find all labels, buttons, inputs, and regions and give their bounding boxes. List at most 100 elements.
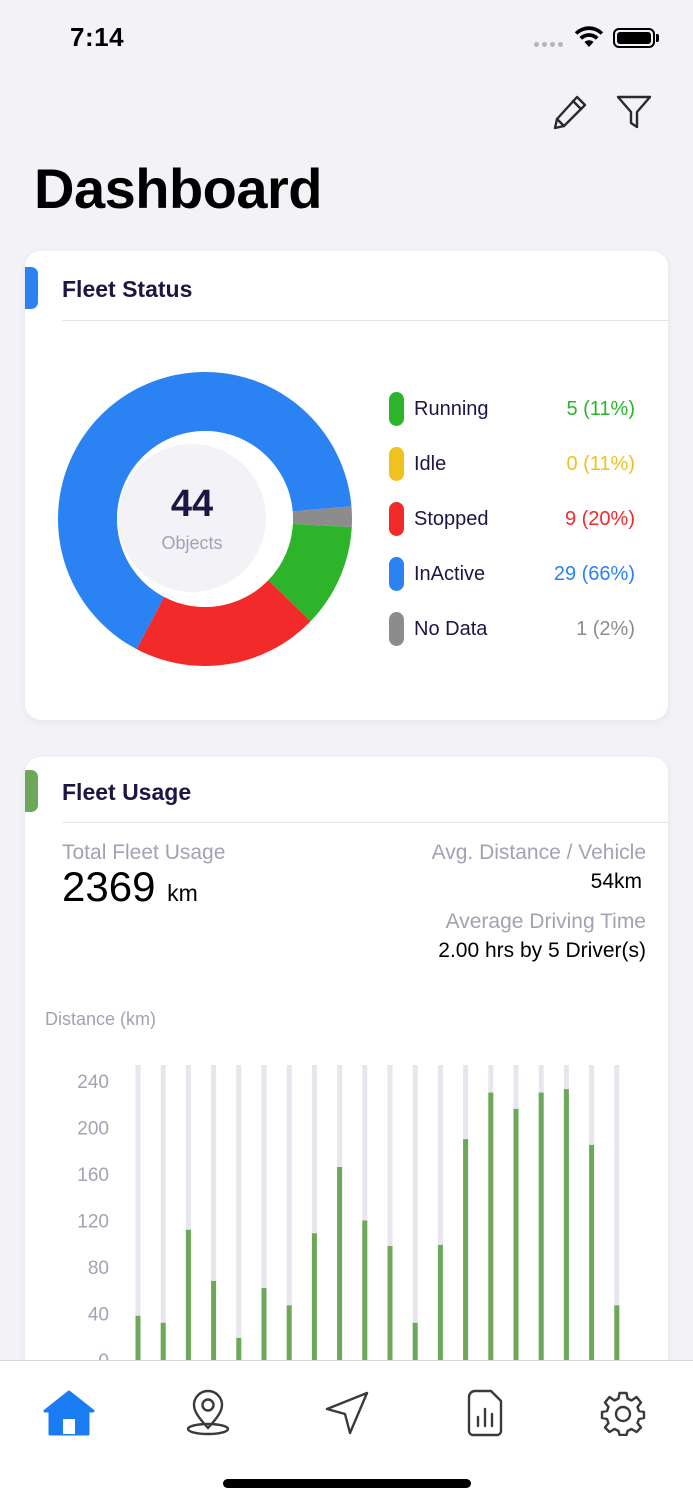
- bar-track: [412, 1065, 418, 1377]
- bar[interactable]: [362, 1220, 368, 1378]
- y-tick-label: 240: [77, 1072, 109, 1093]
- page-title: Dashboard: [34, 157, 323, 220]
- donut-slice-running[interactable]: [268, 523, 352, 622]
- total-objects-label: Objects: [161, 533, 223, 553]
- bar[interactable]: [412, 1322, 418, 1377]
- legend-value: 29 (66%): [553, 563, 635, 585]
- y-tick-label: 200: [77, 1119, 109, 1140]
- donut-slice-stopped[interactable]: [136, 580, 311, 666]
- bar[interactable]: [135, 1315, 141, 1377]
- bar[interactable]: [236, 1337, 242, 1377]
- tab-home[interactable]: [39, 1383, 99, 1443]
- wifi-icon: [574, 26, 604, 47]
- bar-track: [261, 1065, 267, 1377]
- legend-item-stopped[interactable]: Stopped 9 (20%): [389, 502, 635, 536]
- legend-color-swatch: [389, 612, 404, 646]
- fleet-usage-card[interactable]: Fleet Usage Total Fleet Usage 2369 km Av…: [25, 757, 668, 1397]
- legend-color-swatch: [389, 447, 404, 481]
- legend-label: Stopped: [414, 508, 489, 530]
- card-accent: [25, 770, 38, 812]
- bar[interactable]: [387, 1246, 393, 1377]
- bar-track: [135, 1065, 141, 1377]
- home-indicator: [223, 1479, 471, 1488]
- fleet-usage-title: Fleet Usage: [62, 779, 192, 805]
- bar-track: [185, 1065, 191, 1377]
- chart-y-axis-label: Distance (km): [45, 1009, 157, 1029]
- fleet-status-title: Fleet Status: [62, 276, 193, 302]
- navigation-arrow-icon: [325, 1391, 369, 1435]
- bar[interactable]: [337, 1167, 343, 1377]
- y-tick-label: 80: [88, 1258, 109, 1279]
- bar[interactable]: [286, 1305, 292, 1377]
- fleet-status-card[interactable]: Fleet Status 44 Objects Running 5 (11%) Id…: [25, 251, 668, 720]
- gear-icon: [600, 1391, 646, 1436]
- bar[interactable]: [513, 1108, 519, 1377]
- pencil-icon: [553, 95, 587, 130]
- bar-track: [160, 1065, 166, 1377]
- bar[interactable]: [261, 1287, 267, 1377]
- y-tick-label: 160: [77, 1165, 109, 1186]
- battery-cap: [656, 34, 659, 42]
- legend-item-inactive[interactable]: InActive 29 (66%): [389, 557, 635, 591]
- tab-settings[interactable]: [593, 1383, 653, 1443]
- avg-driving-time-label: Average Driving Time: [445, 910, 646, 933]
- bar[interactable]: [160, 1322, 166, 1377]
- legend-value: 0 (11%): [566, 453, 635, 475]
- total-fleet-usage-unit: km: [167, 880, 198, 906]
- report-document-icon: [467, 1389, 503, 1437]
- legend-item-idle[interactable]: Idle 0 (11%): [389, 447, 635, 481]
- total-fleet-usage-value: 2369 km: [62, 863, 198, 911]
- card-accent: [25, 267, 38, 309]
- edit-button[interactable]: [548, 90, 592, 134]
- avg-distance-number: 54: [590, 870, 614, 893]
- bar[interactable]: [563, 1089, 569, 1377]
- donut-slice-inactive[interactable]: [57, 372, 352, 650]
- bar-track: [236, 1065, 242, 1377]
- bar-track: [387, 1065, 393, 1377]
- distance-bar-chart[interactable]: 04080120160200240: [25, 1047, 668, 1377]
- map-pin-icon: [186, 1389, 230, 1436]
- tab-bar: [0, 1360, 693, 1500]
- avg-driving-time-value: 2.00 hrs by 5 Driver(s): [438, 939, 646, 962]
- bar[interactable]: [488, 1092, 494, 1377]
- bar[interactable]: [463, 1139, 469, 1377]
- legend-value: 5 (11%): [566, 398, 635, 420]
- bar[interactable]: [614, 1305, 620, 1377]
- donut-slice-no-data[interactable]: [292, 506, 352, 528]
- bar-track: [437, 1065, 443, 1377]
- legend-item-no-data[interactable]: No Data 1 (2%): [389, 612, 635, 646]
- legend-value: 1 (2%): [576, 618, 635, 640]
- home-icon: [43, 1390, 95, 1436]
- legend-label: Idle: [414, 453, 447, 475]
- donut-center: [118, 444, 266, 592]
- tab-reports[interactable]: [455, 1383, 515, 1443]
- avg-distance-label: Avg. Distance / Vehicle: [431, 841, 646, 864]
- battery-icon: [613, 28, 655, 48]
- status-time: 7:14: [70, 22, 125, 52]
- tab-map[interactable]: [178, 1383, 238, 1443]
- bar[interactable]: [185, 1229, 191, 1377]
- filter-icon: [616, 95, 652, 129]
- legend-label: InActive: [414, 563, 486, 585]
- bar[interactable]: [211, 1280, 217, 1377]
- total-fleet-usage-label: Total Fleet Usage: [62, 841, 226, 864]
- legend-label: No Data: [414, 618, 488, 640]
- filter-button[interactable]: [612, 90, 656, 134]
- total-objects-count: 44: [170, 483, 214, 525]
- bar[interactable]: [538, 1092, 544, 1377]
- cellular-signal-icon: [534, 42, 563, 47]
- y-tick-label: 120: [77, 1212, 109, 1233]
- bar-track: [614, 1065, 620, 1377]
- legend-color-swatch: [389, 392, 404, 426]
- tab-navigate[interactable]: [317, 1383, 377, 1443]
- divider: [62, 320, 668, 321]
- bar[interactable]: [437, 1244, 443, 1377]
- legend-item-running[interactable]: Running 5 (11%): [389, 392, 635, 426]
- legend-value: 9 (20%): [564, 508, 635, 530]
- y-tick-label: 40: [88, 1305, 109, 1326]
- bar[interactable]: [311, 1233, 317, 1377]
- bar-track: [311, 1065, 317, 1377]
- total-fleet-usage-number: 2369: [62, 863, 156, 910]
- bar[interactable]: [589, 1144, 595, 1377]
- bar-track: [286, 1065, 292, 1377]
